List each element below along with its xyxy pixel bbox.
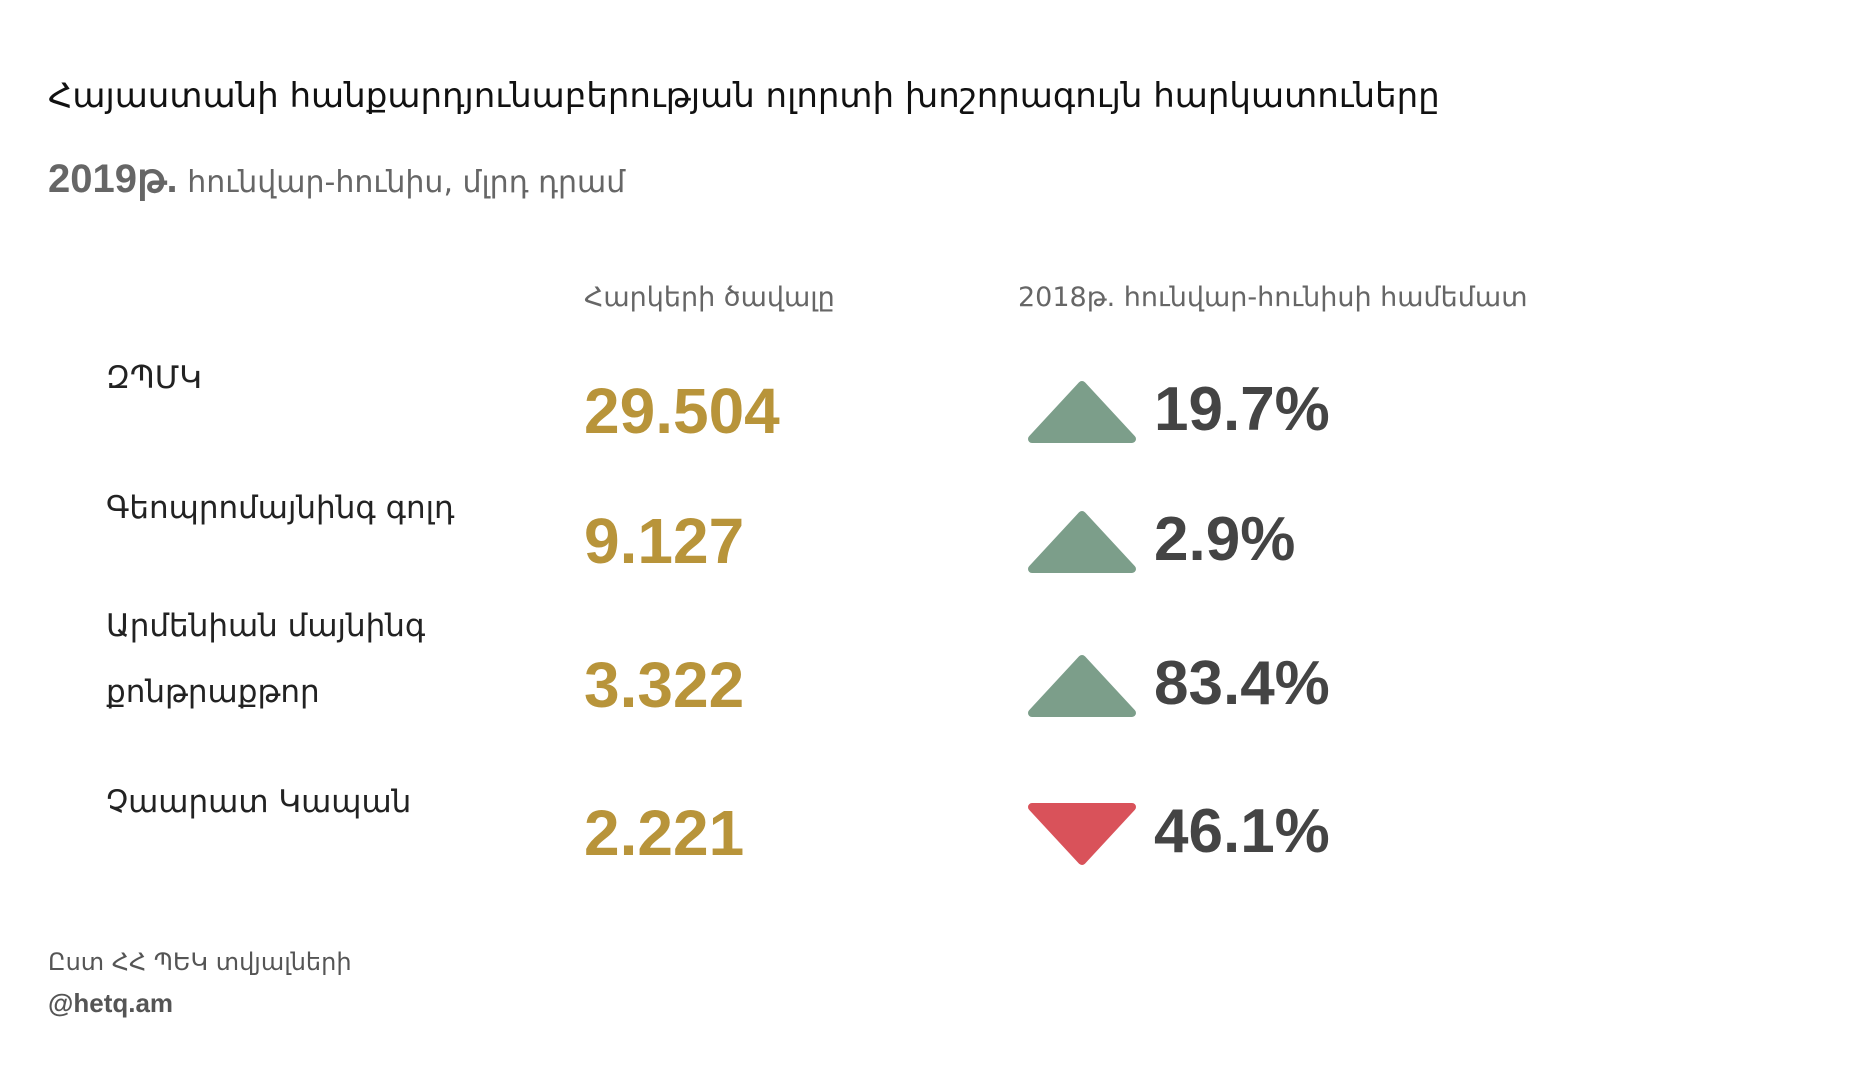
row-value: 3.322 — [584, 649, 745, 721]
subtitle-year: 2019թ. — [48, 157, 178, 201]
row-value: 9.127 — [584, 505, 745, 577]
row-name: Գեոպրոմայնինգ գոլդ — [106, 490, 455, 526]
handle: @hetq.am — [48, 988, 174, 1018]
arrow-up — [1028, 655, 1136, 717]
row-change: 2.9% — [1154, 505, 1296, 574]
title: Հայաստանի հանքարդյունաբերության ոլորտի խ… — [48, 76, 1440, 116]
arrow-up — [1028, 381, 1136, 443]
subtitle-text: հունվար-հունիս, մլրդ դրամ — [187, 165, 626, 200]
column-header: Հարկերի ծավալը — [584, 282, 835, 313]
row-name: ԶՊՄԿ — [106, 360, 202, 396]
row-change: 83.4% — [1154, 649, 1330, 718]
row-name: Չաարատ Կապան — [106, 784, 412, 820]
row-change: 46.1% — [1154, 797, 1330, 866]
arrow-up — [1028, 511, 1136, 573]
row-value: 29.504 — [584, 375, 780, 447]
row-value: 2.221 — [584, 797, 745, 869]
arrow-down — [1028, 803, 1136, 865]
row-name: Արմենիան մայնինգ քոնթրաքթոր — [106, 608, 426, 710]
row-change: 19.7% — [1154, 375, 1330, 444]
column-header: 2018թ. հունվար-հունիսի համեմատ — [1018, 282, 1528, 313]
source: Ըստ ՀՀ ՊԵԿ տվյալների — [48, 948, 352, 976]
subtitle: 2019թ. հունվար-հունիս, մլրդ դրամ — [48, 156, 625, 202]
